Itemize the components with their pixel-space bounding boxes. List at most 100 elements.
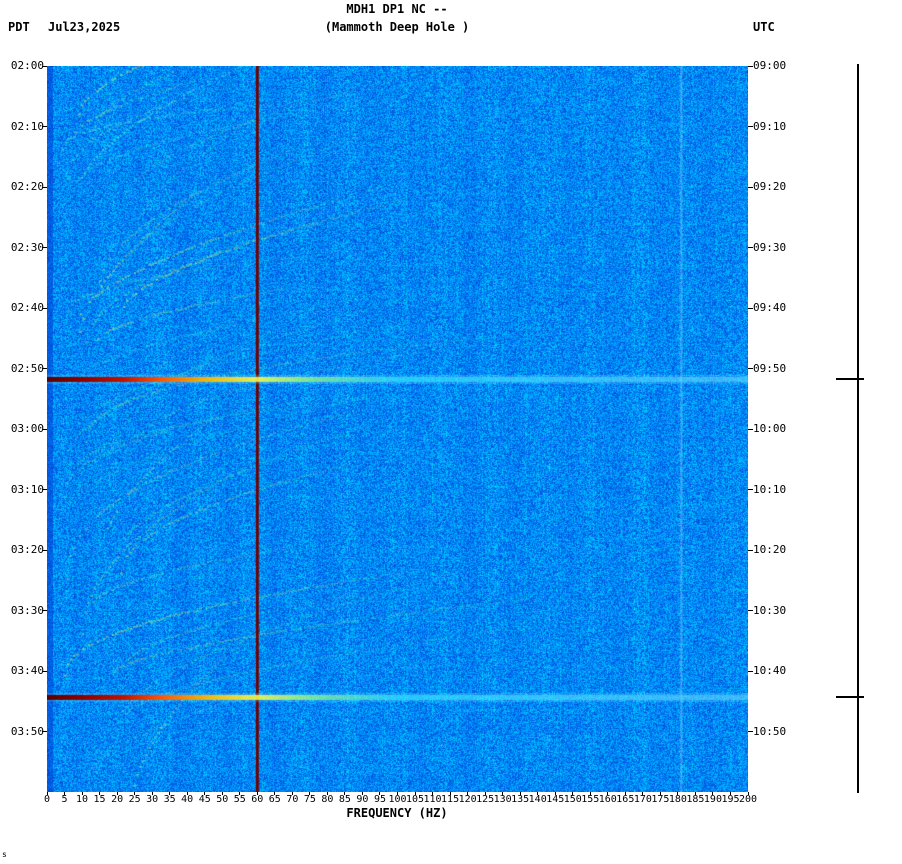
freq-tick-label: 145 [546,794,565,805]
freq-tick-label: 30 [146,794,159,805]
utc-time-tick-label: 10:00 [753,422,787,435]
pdt-time-tick-label: 03:30 [10,603,44,617]
freq-tick-label: 140 [528,794,547,805]
utc-time-tick-label: 09:20 [753,180,787,193]
freq-tick-label: 5 [61,794,68,805]
axis-tick [46,792,48,795]
axis-tick [186,792,188,795]
pdt-time-tick-label: 03:40 [10,664,44,677]
freq-tick-label: 120 [458,794,477,805]
axis-tick [748,186,753,188]
axis-tick [747,792,749,795]
axis-tick [204,792,206,795]
utc-time-tick-label: 09:00 [753,59,787,72]
utc-time-tick-label: 09:40 [753,301,787,314]
utc-time-tick-label: 10:10 [753,482,787,496]
axis-tick [659,792,661,795]
freq-tick-label: 25 [128,794,141,805]
station-subtitle: (Mammoth Deep Hole ) [324,20,470,34]
utc-time-tick-label: 09:30 [753,240,787,254]
axis-tick [42,489,47,490]
axis-tick [748,65,753,67]
pdt-time-tick-label: 03:50 [10,724,44,738]
axis-tick [42,428,47,430]
freq-tick-label: 170 [633,794,652,805]
utc-time-tick-label: 10:20 [753,543,787,556]
axis-tick [502,792,504,795]
timezone-right-label: UTC [753,20,775,34]
freq-tick-label: 180 [668,794,687,805]
pdt-time-tick-label: 03:10 [10,482,44,496]
pdt-time-tick-label: 03:00 [10,422,44,435]
pdt-time-tick-label: 02:00 [10,59,44,72]
axis-tick [748,610,753,611]
axis-tick [397,792,398,795]
freq-tick-label: 80 [321,794,334,805]
amplitude-scale-bar [857,64,859,793]
station-title: MDH1 DP1 NC -- [346,2,448,16]
axis-tick [748,731,753,732]
axis-tick [344,792,346,795]
pdt-time-tick-label: 02:20 [10,180,44,193]
freq-tick-label: 0 [43,794,51,805]
axis-tick [554,792,556,795]
axis-tick [484,792,486,795]
pdt-time-tick-label: 02:40 [10,301,44,314]
freq-tick-label: 50 [216,794,229,805]
freq-tick-label: 110 [423,794,442,805]
axis-tick [379,792,381,795]
axis-tick [748,428,753,430]
freq-tick-label: 195 [721,794,740,805]
axis-tick [64,792,66,795]
freq-tick-label: 95 [373,794,386,805]
axis-tick [256,792,258,795]
utc-time-tick-label: 10:50 [753,724,787,738]
axis-tick [221,792,223,795]
axis-tick [326,792,328,795]
utc-time-tick-label: 10:40 [753,664,787,677]
axis-tick [274,792,276,795]
axis-tick [134,792,136,795]
scale-bar-tick [836,695,864,698]
freq-tick-label: 40 [181,794,194,805]
axis-tick [467,792,469,795]
freq-tick-label: 130 [493,794,512,805]
axis-tick [42,186,47,188]
axis-tick [712,792,714,795]
date-label: Jul23,2025 [48,20,121,34]
pdt-time-tick-label: 02:30 [10,240,44,254]
axis-tick [748,368,753,369]
freq-tick-label: 100 [388,794,407,805]
freq-tick-label: 115 [441,794,460,805]
axis-tick [42,670,47,672]
utc-time-tick-label: 10:30 [753,603,787,617]
frequency-axis-label: FREQUENCY (HZ) [346,806,448,820]
freq-tick-label: 200 [738,794,758,805]
freq-tick-label: 105 [405,794,425,805]
axis-tick [624,792,626,795]
axis-tick [748,549,753,551]
freq-tick-label: 90 [356,794,369,805]
freq-tick-label: 150 [563,794,582,805]
axis-tick [42,65,47,67]
axis-tick [42,610,47,611]
axis-tick [309,792,311,795]
pdt-time-tick-label: 03:20 [10,543,44,556]
freq-tick-label: 65 [268,794,281,805]
corner-mark: s [2,850,7,859]
axis-tick [572,792,574,795]
axis-tick [642,792,644,795]
freq-tick-label: 75 [303,794,316,805]
freq-tick-label: 60 [251,794,264,805]
axis-tick [748,307,753,309]
axis-tick [361,792,363,795]
axis-tick [677,792,679,795]
axis-tick [116,792,118,795]
spectrogram-canvas [47,66,748,792]
freq-tick-label: 165 [616,794,635,805]
freq-tick-label: 190 [703,794,722,805]
axis-tick [589,792,591,795]
axis-tick [432,792,434,795]
axis-tick [729,792,731,795]
